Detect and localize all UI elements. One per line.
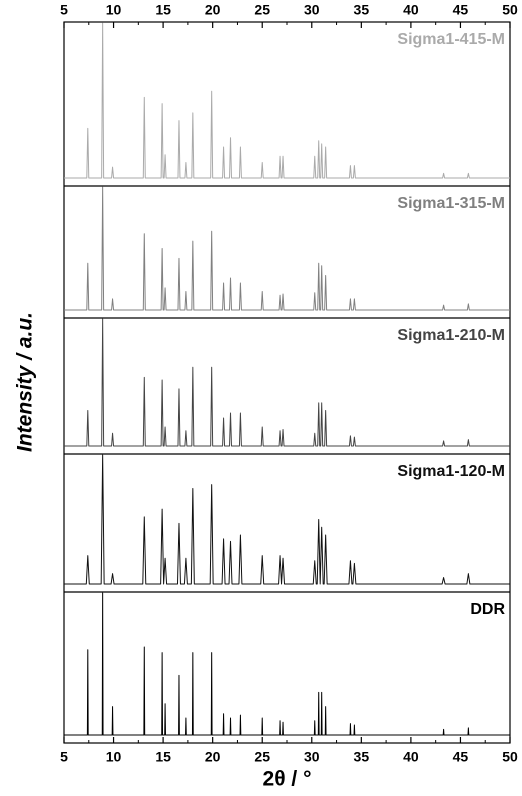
- series-label: Sigma1-120-M: [397, 463, 505, 480]
- x-tick-label: 10: [106, 749, 122, 765]
- y-axis-label: Intensity / a.u.: [14, 312, 37, 452]
- pattern-line: [64, 454, 510, 585]
- series-label: Sigma1-210-M: [397, 327, 505, 344]
- x-tick-label: 25: [254, 749, 270, 765]
- x-tick-label: 35: [354, 749, 370, 765]
- pattern-line: [64, 318, 510, 447]
- x-tick-label: 25: [254, 2, 270, 18]
- series-label: DDR: [470, 601, 505, 618]
- x-tick-label: 50: [502, 2, 518, 18]
- x-axis-label: 2θ / °: [263, 768, 312, 791]
- pattern-line: [64, 22, 510, 179]
- x-tick-label: 45: [453, 2, 469, 18]
- x-tick-label: 40: [403, 749, 419, 765]
- series-label: Sigma1-415-M: [397, 31, 505, 48]
- pattern-line: [64, 186, 510, 311]
- x-tick-label: 40: [403, 2, 419, 18]
- x-tick-label: 5: [60, 749, 68, 765]
- x-tick-label: 15: [155, 749, 171, 765]
- x-tick-label: 20: [205, 749, 221, 765]
- pattern-line: [64, 592, 510, 736]
- x-tick-label: 30: [304, 2, 320, 18]
- x-tick-label: 10: [106, 2, 122, 18]
- x-tick-label: 35: [354, 2, 370, 18]
- x-tick-label: 5: [60, 2, 68, 18]
- x-tick-label: 50: [502, 749, 518, 765]
- x-tick-label: 15: [155, 2, 171, 18]
- x-tick-label: 45: [453, 749, 469, 765]
- series-label: Sigma1-315-M: [397, 195, 505, 212]
- x-tick-label: 20: [205, 2, 221, 18]
- plot-frame: [63, 21, 511, 744]
- x-tick-label: 30: [304, 749, 320, 765]
